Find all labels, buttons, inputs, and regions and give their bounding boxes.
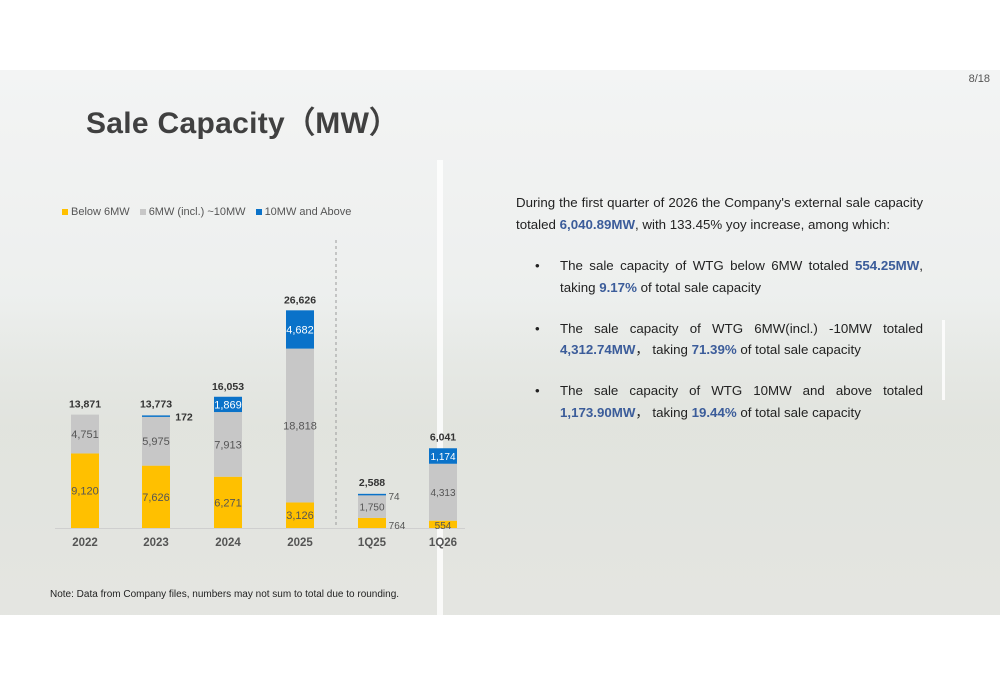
- intro-total-value: 6,040.89MW: [559, 216, 636, 232]
- bar-segment-1q25-series-0: [358, 517, 386, 528]
- bar-segment-1q26-series-0: [429, 520, 457, 528]
- bullet-text: ， taking: [635, 404, 692, 420]
- bullet-dot-icon: •: [535, 320, 540, 336]
- intro-text-after: , with 133.45% yoy increase, among which…: [635, 216, 891, 232]
- bar-segment-1q25-series-2: [358, 493, 386, 496]
- total-label-2024: 16,053: [212, 381, 244, 393]
- data-label-below-6mw: 3,126: [286, 510, 314, 522]
- data-label-below-6mw: 764: [389, 521, 406, 532]
- bar-segment-2023-series-2: [142, 415, 170, 417]
- data-label-below-6mw: 6,271: [214, 497, 242, 509]
- data-label-10mw-above: 74: [388, 492, 400, 503]
- bullet-text: ， taking: [635, 342, 692, 357]
- bar-segment-1q25-series-1: [358, 494, 386, 518]
- bar-segment-1q26-series-2: [429, 448, 457, 464]
- bullet-percent: 19.44%: [691, 404, 737, 420]
- data-label-10mw-above: 172: [175, 411, 193, 423]
- legend-label: 6MW (incl.) ~10MW: [148, 206, 246, 218]
- legend-item-10mw-above: 10MW and Above: [255, 206, 352, 218]
- page-title: Sale Capacity（MW）: [86, 107, 400, 140]
- bullet-text: of total sale capacity: [636, 279, 762, 295]
- bullet-6-10mw: • The sale capacity of WTG 6MW(incl.) -10…: [516, 318, 923, 361]
- bar-segment-2025-series-2: [286, 310, 314, 349]
- x-tick-label-2022: 2022: [72, 537, 98, 549]
- data-label-below-6mw: 554: [435, 521, 452, 532]
- data-label-6-10mw: 18,818: [283, 421, 317, 433]
- bar-segment-2024-series-0: [214, 476, 242, 528]
- bar-segment-2023-series-1: [142, 416, 170, 466]
- bullet-percent: 71.39%: [691, 342, 737, 357]
- bullet-value: 554.25MW: [855, 258, 920, 273]
- data-label-10mw-above: 1,869: [214, 399, 242, 411]
- data-label-below-6mw: 9,120: [71, 486, 99, 498]
- bar-segment-2025-series-1: [286, 348, 314, 503]
- bullet-dot-icon: •: [535, 258, 540, 273]
- summary-intro: During the first quarter of 2026 the Com…: [516, 192, 923, 235]
- bullet-value: 4,312.74MW: [560, 342, 636, 357]
- x-tick-label-1Q25: 1Q25: [358, 537, 387, 549]
- data-label-below-6mw: 7,626: [142, 492, 170, 504]
- intro-text: During the first quarter of 2026 the Com…: [516, 195, 923, 232]
- summary-bullets: • The sale capacity of WTG below 6MW tota…: [516, 255, 923, 423]
- data-label-6-10mw: 4,751: [71, 429, 99, 441]
- bullet-text: of total sale capacity: [736, 342, 861, 357]
- bar-segment-2024-series-2: [214, 396, 242, 413]
- bullet-text: , taking: [560, 258, 923, 295]
- legend-swatch: [255, 209, 262, 215]
- bar-segment-2024-series-1: [214, 412, 242, 477]
- legend-item-below-6mw: Below 6MW: [62, 206, 130, 218]
- legend-swatch: [139, 209, 146, 215]
- x-tick-label-2023: 2023: [143, 537, 169, 549]
- data-label-6-10mw: 4,313: [430, 488, 455, 499]
- legend-label: Below 6MW: [71, 206, 130, 218]
- legend-label: 10MW and Above: [264, 206, 352, 218]
- data-label-10mw-above: 4,682: [286, 324, 314, 336]
- summary-text: During the first quarter of 2026 the Com…: [516, 192, 923, 443]
- total-label-1Q26: 6,041: [430, 431, 456, 443]
- data-label-10mw-above: 1,174: [430, 452, 455, 463]
- total-label-2023: 13,773: [140, 398, 172, 410]
- bar-segment-2023-series-0: [142, 465, 170, 528]
- wind-turbine-tower: [942, 320, 945, 400]
- data-label-6-10mw: 1,750: [359, 502, 384, 513]
- bar-segment-1q26-series-1: [429, 463, 457, 521]
- bullet-below-6mw: • The sale capacity of WTG below 6MW tota…: [516, 255, 923, 298]
- data-label-6-10mw: 5,975: [142, 436, 170, 448]
- bullet-text: of total sale capacity: [736, 404, 861, 420]
- legend-item-6-10mw: 6MW (incl.) ~10MW: [139, 206, 246, 218]
- x-tick-label-2025: 2025: [287, 537, 313, 549]
- bar-segment-2025-series-0: [286, 502, 314, 528]
- page-number: 8/18: [968, 73, 990, 85]
- bullet-value: 1,173.90MW: [560, 404, 636, 420]
- bullet-text: The sale capacity of WTG below 6MW total…: [560, 258, 855, 273]
- data-label-6-10mw: 7,913: [214, 439, 242, 451]
- footnote: Note: Data from Company files, numbers m…: [50, 589, 400, 600]
- x-tick-label-2024: 2024: [215, 537, 241, 549]
- total-label-1Q25: 2,588: [359, 477, 385, 489]
- chart-legend: Below 6MW 6MW (incl.) ~10MW 10MW and Abo…: [62, 206, 351, 218]
- bar-segment-2022-series-1: [71, 414, 99, 454]
- total-label-2025: 26,626: [284, 294, 316, 306]
- bullet-percent: 9.17%: [599, 279, 637, 295]
- x-tick-label-1Q26: 1Q26: [429, 537, 457, 549]
- legend-swatch: [62, 209, 68, 215]
- bullet-text: The sale capacity of WTG 6MW(incl.) -10M…: [560, 320, 923, 336]
- total-label-2022: 13,871: [69, 399, 101, 411]
- bullet-text: The sale capacity of WTG 10MW and above …: [560, 383, 923, 398]
- bullet-10mw-above: • The sale capacity of WTG 10MW and above…: [516, 380, 923, 423]
- wind-turbine-tower: [437, 160, 443, 615]
- bar-segment-2022-series-0: [71, 453, 99, 528]
- bullet-dot-icon: •: [535, 383, 540, 398]
